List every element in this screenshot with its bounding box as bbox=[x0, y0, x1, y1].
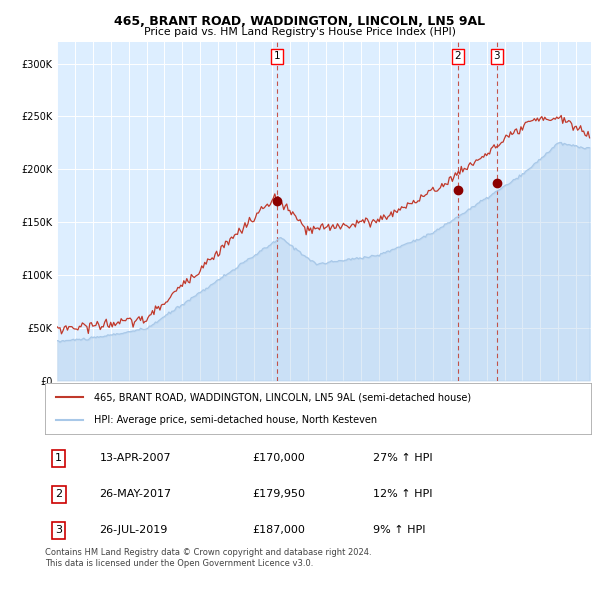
Text: This data is licensed under the Open Government Licence v3.0.: This data is licensed under the Open Gov… bbox=[45, 559, 313, 568]
Text: £170,000: £170,000 bbox=[253, 454, 305, 463]
Text: HPI: Average price, semi-detached house, North Kesteven: HPI: Average price, semi-detached house,… bbox=[94, 415, 377, 425]
Text: 26-JUL-2019: 26-JUL-2019 bbox=[100, 526, 168, 536]
Text: Contains HM Land Registry data © Crown copyright and database right 2024.: Contains HM Land Registry data © Crown c… bbox=[45, 548, 371, 556]
Text: £187,000: £187,000 bbox=[253, 526, 305, 536]
Text: 2: 2 bbox=[455, 51, 461, 61]
Text: 26-MAY-2017: 26-MAY-2017 bbox=[100, 490, 172, 500]
Text: 1: 1 bbox=[274, 51, 280, 61]
Text: 3: 3 bbox=[55, 526, 62, 536]
Text: 465, BRANT ROAD, WADDINGTON, LINCOLN, LN5 9AL: 465, BRANT ROAD, WADDINGTON, LINCOLN, LN… bbox=[115, 15, 485, 28]
Text: 465, BRANT ROAD, WADDINGTON, LINCOLN, LN5 9AL (semi-detached house): 465, BRANT ROAD, WADDINGTON, LINCOLN, LN… bbox=[94, 392, 471, 402]
Text: 9% ↑ HPI: 9% ↑ HPI bbox=[373, 526, 425, 536]
Text: 3: 3 bbox=[494, 51, 500, 61]
Text: 27% ↑ HPI: 27% ↑ HPI bbox=[373, 454, 432, 463]
Text: Price paid vs. HM Land Registry's House Price Index (HPI): Price paid vs. HM Land Registry's House … bbox=[144, 27, 456, 37]
Text: 12% ↑ HPI: 12% ↑ HPI bbox=[373, 490, 432, 500]
Text: 2: 2 bbox=[55, 490, 62, 500]
Text: 13-APR-2007: 13-APR-2007 bbox=[100, 454, 171, 463]
Text: £179,950: £179,950 bbox=[253, 490, 305, 500]
Text: 1: 1 bbox=[55, 454, 62, 463]
